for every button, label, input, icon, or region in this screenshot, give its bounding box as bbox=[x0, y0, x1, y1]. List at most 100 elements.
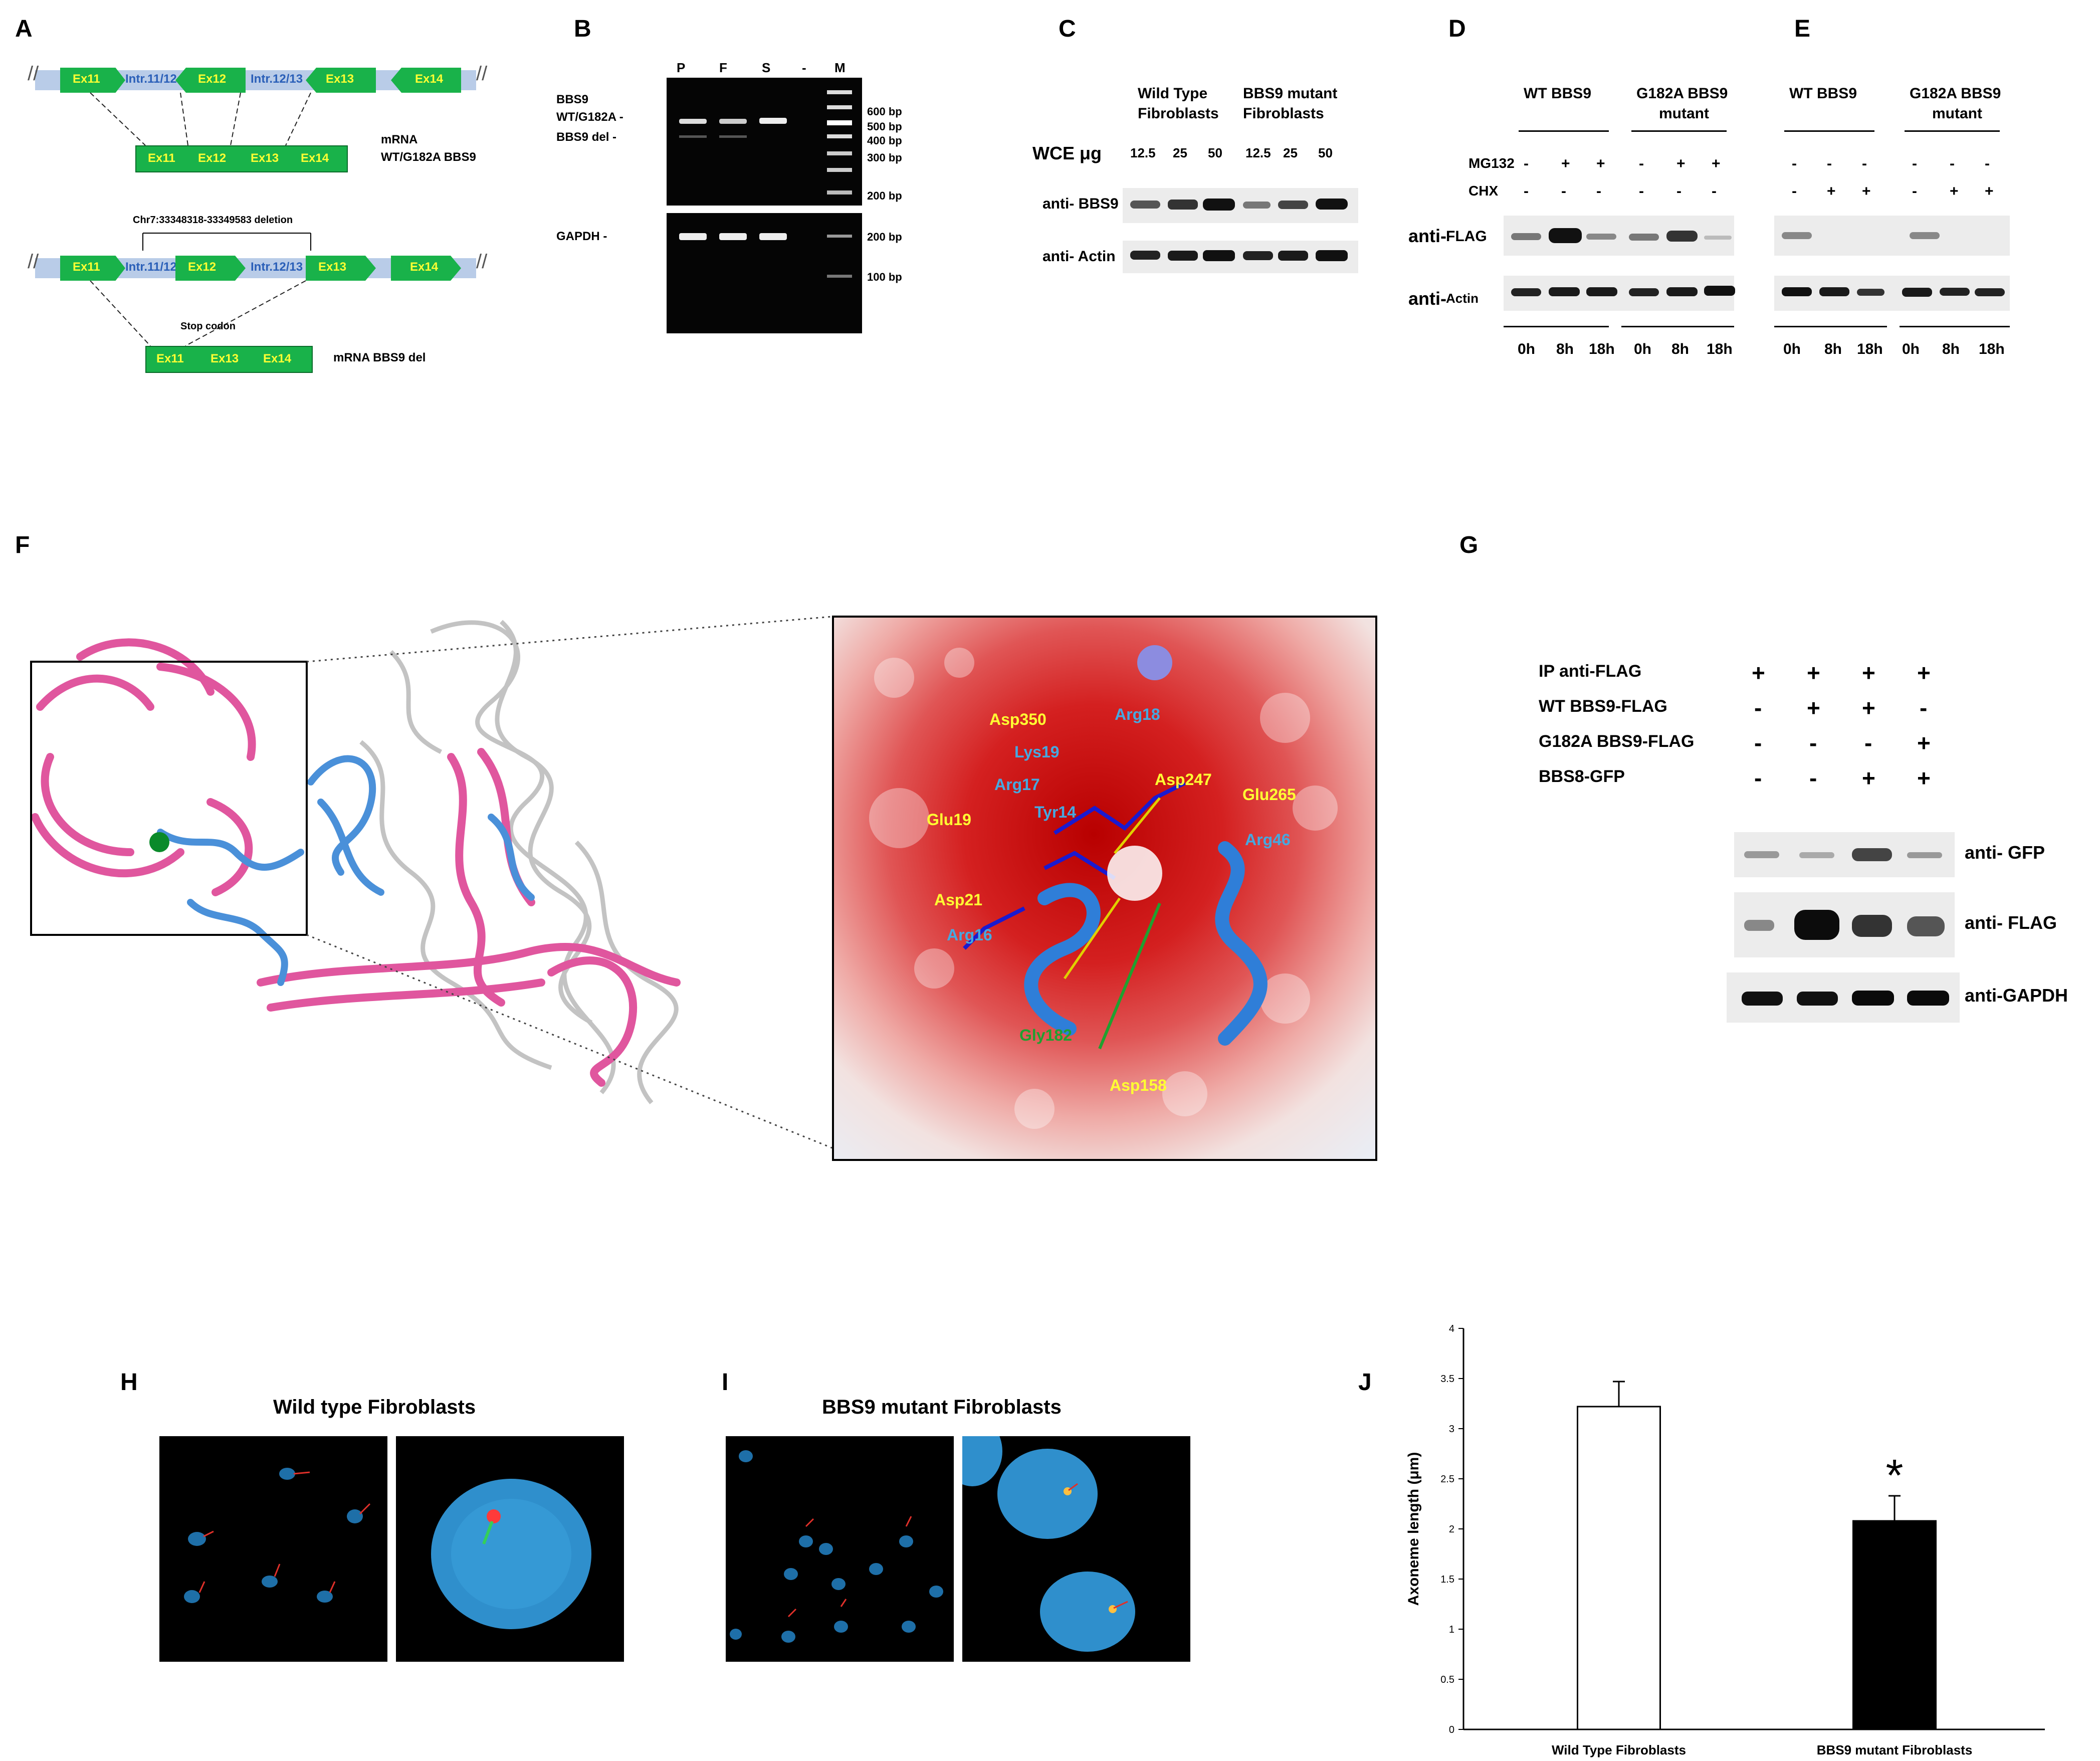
sign: + bbox=[1862, 695, 1875, 721]
panel-label-e: E bbox=[1794, 16, 1811, 42]
y-tick-label: 3 bbox=[1449, 1424, 1454, 1435]
ladder-label: 200 bp bbox=[867, 189, 902, 202]
gel-panel-b: P F S - M BBS9 WT/G182A - BBS9 del - 600… bbox=[556, 50, 917, 341]
residue-label: Asp21 bbox=[934, 891, 983, 909]
panel-label-h: H bbox=[120, 1369, 138, 1396]
panel-h-title: Wild type Fibroblasts bbox=[273, 1396, 476, 1418]
surface-zoom-f: Asp350 Asp247 Glu265 Glu19 Asp21 Asp158 … bbox=[832, 616, 1377, 1161]
panel-label-i: I bbox=[722, 1369, 729, 1396]
sign: - bbox=[1809, 765, 1817, 791]
time-label: 18h bbox=[1857, 341, 1883, 357]
residue-label: Tyr14 bbox=[1034, 803, 1077, 821]
sign: - bbox=[1561, 183, 1566, 200]
sign: - bbox=[1792, 183, 1797, 200]
group-label: WT BBS9 bbox=[1789, 85, 1857, 102]
sign: - bbox=[1827, 155, 1832, 172]
sign: - bbox=[1524, 183, 1529, 200]
deletion-label: Chr7:33348318-33349583 deletion bbox=[133, 215, 293, 226]
ladder-label: 400 bp bbox=[867, 134, 902, 147]
time-label: 0h bbox=[1902, 341, 1920, 357]
sign: + bbox=[1862, 765, 1875, 791]
chx-label: CHX bbox=[1468, 183, 1499, 199]
sign: - bbox=[1754, 695, 1762, 721]
intron-label: Intr.11/12 bbox=[125, 72, 177, 86]
intron-label: Intr.11/12 bbox=[125, 260, 177, 274]
group-label: Wild Type bbox=[1138, 85, 1208, 102]
sign: - bbox=[1754, 730, 1762, 756]
mrna-exon: Ex14 bbox=[263, 352, 292, 365]
panel-i-title: BBS9 mutant Fibroblasts bbox=[822, 1396, 1062, 1418]
blot-label: anti-GAPDH bbox=[1965, 985, 2068, 1006]
time-label: 0h bbox=[1783, 341, 1801, 357]
residue-label: Arg16 bbox=[947, 926, 992, 944]
sign: + bbox=[1676, 155, 1686, 172]
bar bbox=[1577, 1406, 1661, 1730]
mrna-exon: Ex11 bbox=[156, 352, 184, 365]
ladder-label: 100 bp bbox=[867, 271, 902, 283]
amount-label: 12.5 bbox=[1130, 145, 1156, 160]
wce-label: WCE μg bbox=[1032, 143, 1102, 163]
mrna-exon: Ex13 bbox=[251, 151, 279, 165]
group-label: mutant bbox=[1932, 105, 1982, 122]
condition-label: WT BBS9-FLAG bbox=[1539, 697, 1667, 716]
blot-panel-d: WT BBS9 G182A BBS9 mutant MG132 CHX - + … bbox=[1403, 75, 1754, 366]
band-label: BBS9 del - bbox=[556, 130, 617, 144]
blot-row-label: anti- BBS9 bbox=[1042, 195, 1119, 212]
sign: - bbox=[1912, 183, 1917, 200]
mrna-wt-label: mRNA bbox=[381, 133, 418, 146]
ladder-label: 300 bp bbox=[867, 151, 902, 164]
time-label: 8h bbox=[1942, 341, 1960, 357]
residue-label: Lys19 bbox=[1014, 743, 1060, 761]
ladder-label: 600 bp bbox=[867, 105, 902, 118]
time-label: 18h bbox=[1707, 341, 1733, 357]
panel-label-g: G bbox=[1459, 532, 1479, 558]
y-tick-label: 1 bbox=[1449, 1624, 1454, 1635]
residue-label: Asp350 bbox=[989, 710, 1046, 728]
micrograph-i-zoom bbox=[942, 1416, 1190, 1662]
amount-label: 25 bbox=[1173, 145, 1187, 160]
sign: - bbox=[1809, 730, 1817, 756]
sign: + bbox=[1917, 730, 1931, 756]
sign: - bbox=[1639, 183, 1644, 200]
residue-label: Arg18 bbox=[1115, 705, 1160, 723]
group-label: Fibroblasts bbox=[1243, 105, 1324, 122]
sign: + bbox=[1827, 183, 1836, 200]
sign: - bbox=[1950, 155, 1955, 172]
mrna-exon: Ex12 bbox=[198, 151, 227, 165]
blot-panel-e: WT BBS9 G182A BBS9 mutant - - - - - - - … bbox=[1769, 75, 2080, 366]
band-label: BBS9 bbox=[556, 93, 589, 106]
band-label: WT/G182A - bbox=[556, 110, 623, 124]
group-label: BBS9 mutant bbox=[1243, 85, 1338, 102]
group-label: mutant bbox=[1659, 105, 1709, 122]
mrna-wt-label: WT/G182A BBS9 bbox=[381, 150, 476, 164]
sign: + bbox=[1807, 695, 1820, 721]
exon-label: Ex14 bbox=[410, 260, 439, 274]
sign: + bbox=[1950, 183, 1959, 200]
exon-label: Ex14 bbox=[415, 72, 444, 86]
sign: - bbox=[1792, 155, 1797, 172]
sign: + bbox=[1917, 660, 1931, 686]
time-label: 18h bbox=[1979, 341, 2005, 357]
y-tick-label: 2.5 bbox=[1440, 1474, 1454, 1485]
mg132-label: MG132 bbox=[1468, 155, 1515, 171]
group-label: G182A BBS9 bbox=[1910, 85, 2001, 102]
blot-row-label: anti- bbox=[1408, 226, 1446, 246]
sign: + bbox=[1807, 660, 1820, 686]
sign: + bbox=[1985, 183, 1994, 200]
residue-label: Asp158 bbox=[1110, 1076, 1167, 1094]
splice-lines bbox=[90, 92, 311, 346]
panel-label-b: B bbox=[574, 16, 591, 42]
y-tick-label: 0.5 bbox=[1440, 1674, 1454, 1685]
blot-row-label: anti- Actin bbox=[1042, 248, 1116, 265]
coip-panel-g: IP anti-FLAG WT BBS9-FLAG G182A BBS9-FLA… bbox=[1529, 652, 2080, 1053]
sign: + bbox=[1561, 155, 1570, 172]
intron-label: Intr.12/13 bbox=[251, 72, 303, 86]
lane-label: - bbox=[802, 60, 806, 75]
sign: + bbox=[1862, 183, 1871, 200]
blot-label: anti- FLAG bbox=[1965, 912, 2057, 933]
ladder-label: 200 bp bbox=[867, 231, 902, 243]
y-axis-label: Axoneme length (μm) bbox=[1405, 1452, 1422, 1606]
residue-label: Glu19 bbox=[927, 811, 971, 829]
lane-label: S bbox=[762, 60, 771, 75]
time-label: 0h bbox=[1634, 341, 1652, 357]
